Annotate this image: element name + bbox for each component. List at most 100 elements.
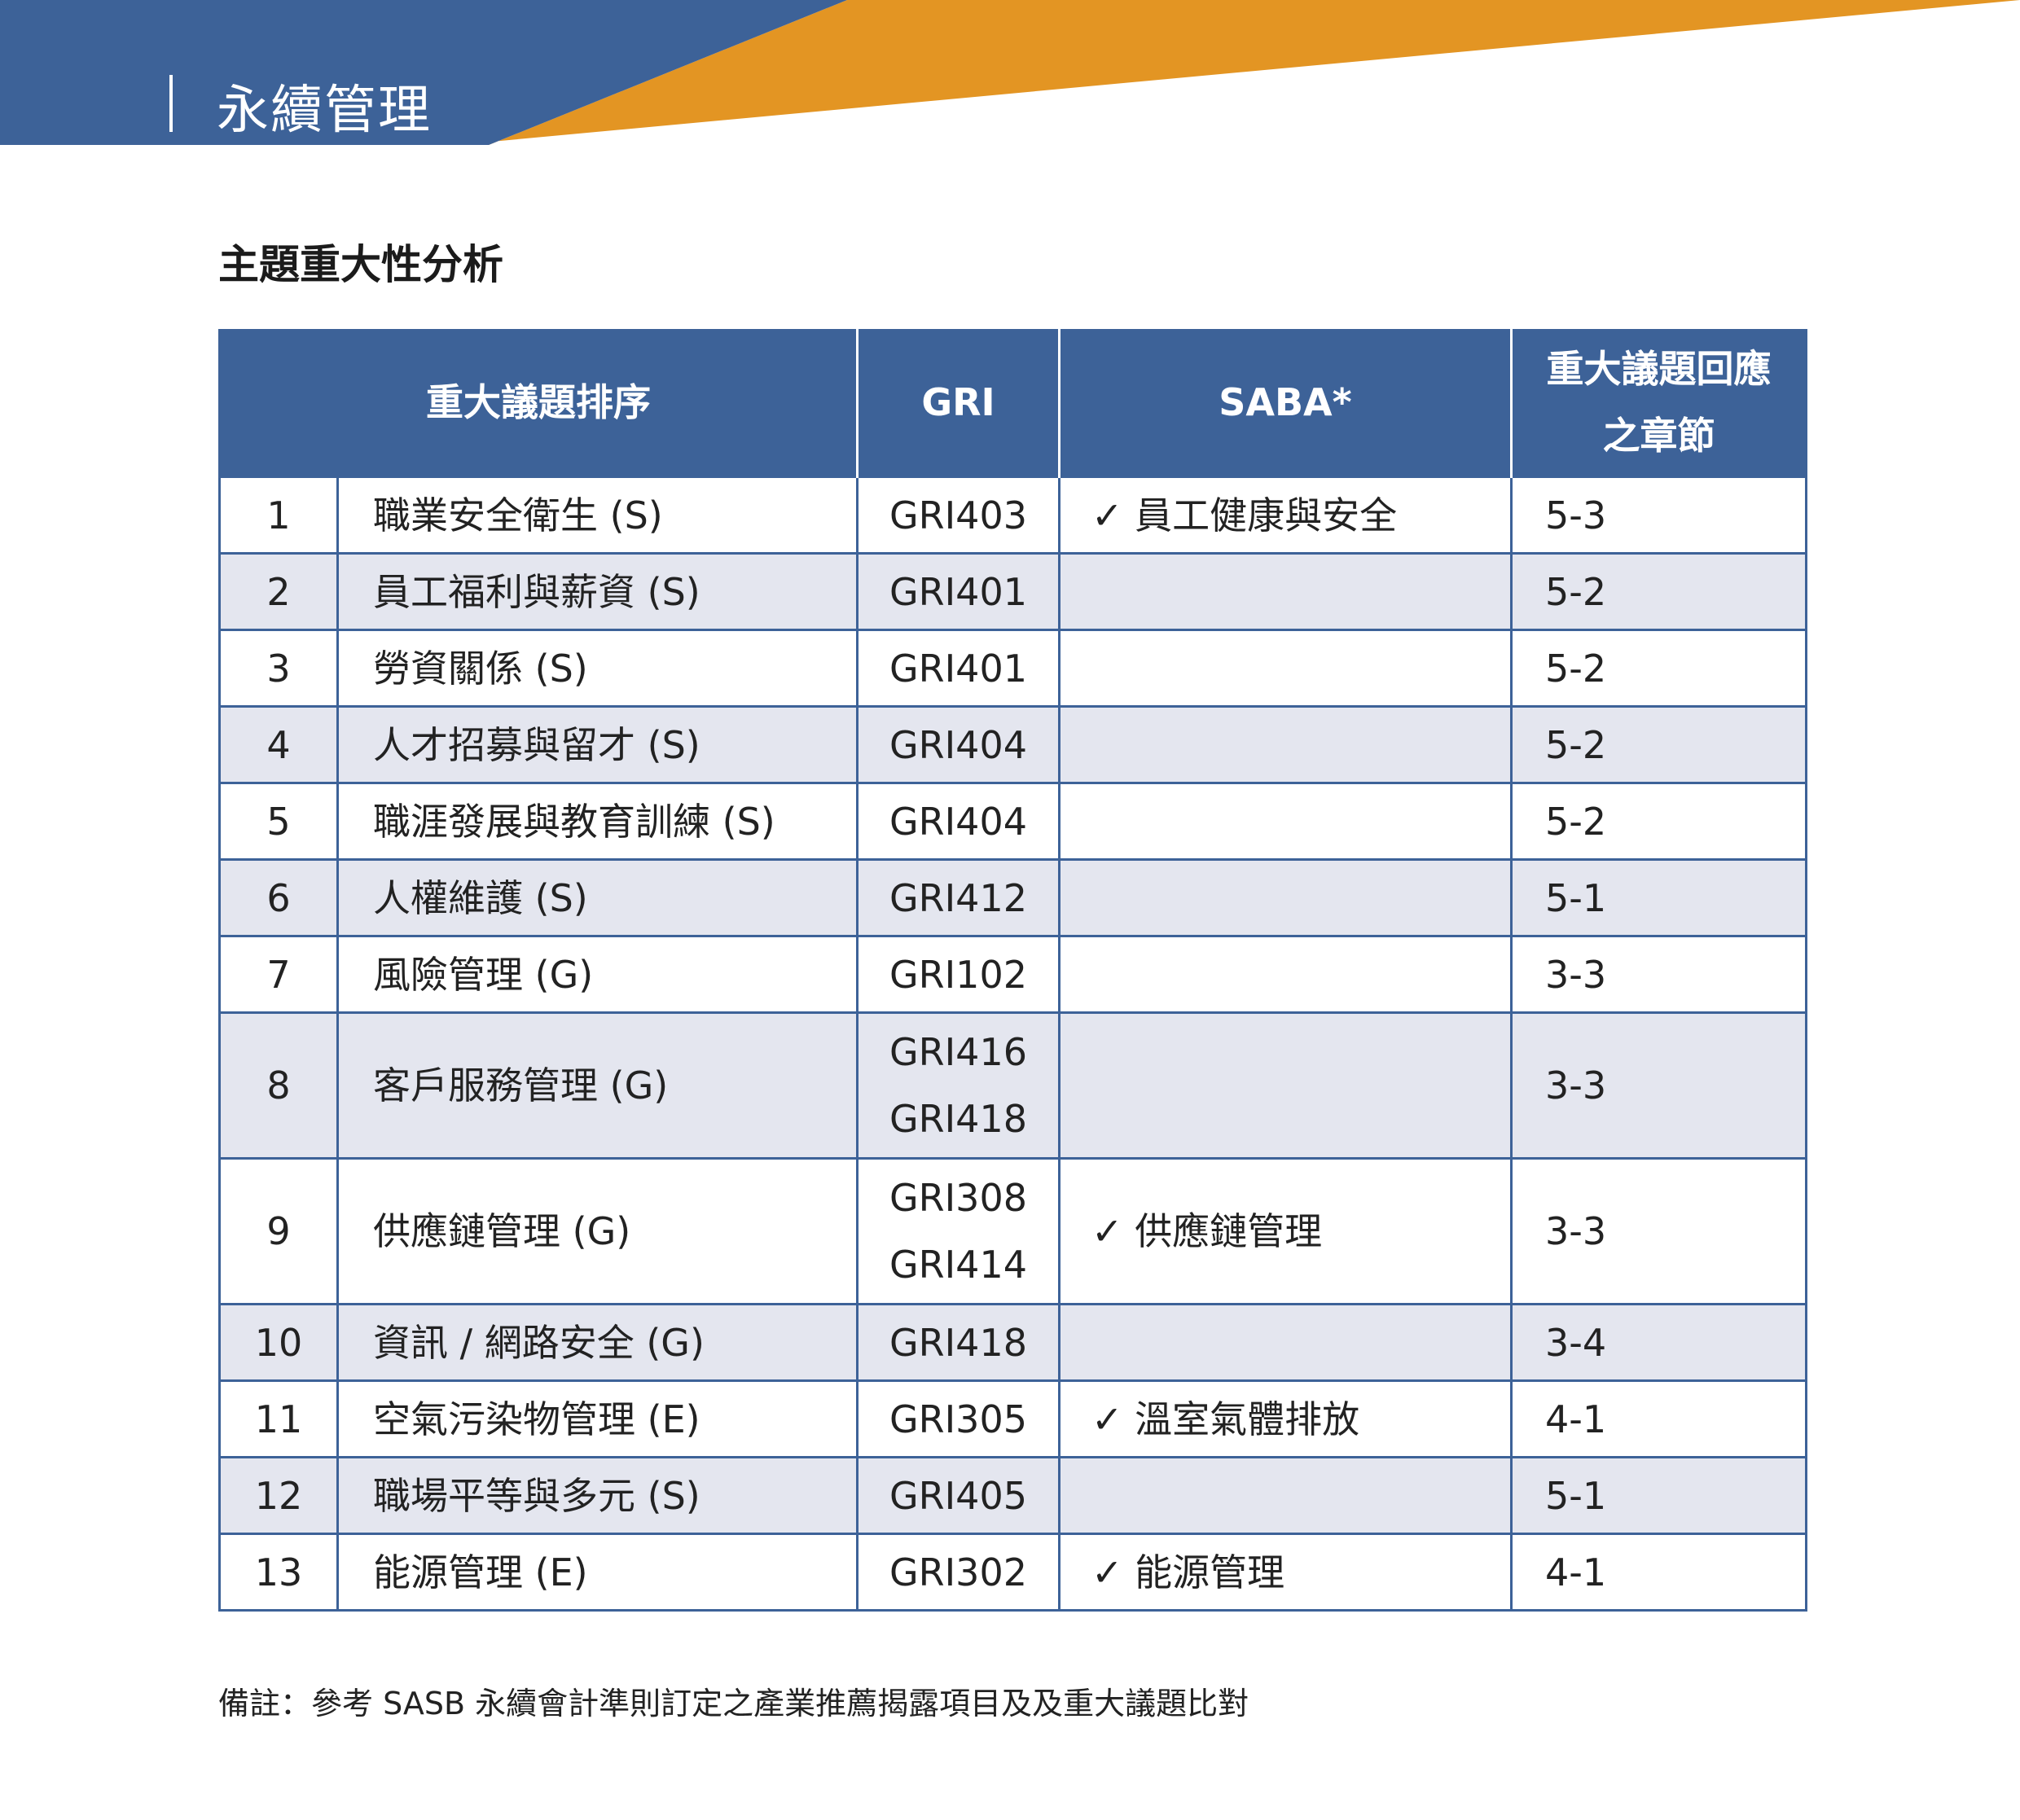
gri-code: GRI102 <box>889 952 1027 997</box>
gri-codes: GRI305 <box>856 1379 1060 1458</box>
rank-number: 3 <box>218 629 339 708</box>
gri-codes: GRI405 <box>856 1456 1060 1535</box>
rank-number: 5 <box>218 782 339 861</box>
table-row: 9 供應鏈管理 (G) GRI308 GRI414 ✓ 供應鏈管理 3-3 <box>218 1157 1807 1305</box>
table-header-row: 重大議題排序 GRI SABA* 重大議題回應 之章節 <box>218 329 1807 477</box>
response-chapter: 5-2 <box>1510 705 1807 784</box>
footnote: 備註：參考 SASB 永續會計準則訂定之產業推薦揭露項目及及重大議題比對 <box>218 1686 1249 1721</box>
response-chapter: 4-1 <box>1510 1533 1807 1612</box>
topic-name: 職涯發展與教育訓練 (S) <box>336 782 858 861</box>
topic-name: 能源管理 (E) <box>336 1533 858 1612</box>
saba-item <box>1058 858 1513 937</box>
topic-name: 職場平等與多元 (S) <box>336 1456 858 1535</box>
gri-code: GRI305 <box>889 1397 1027 1441</box>
gri-codes: GRI418 <box>856 1303 1060 1382</box>
header-gri: GRI <box>856 329 1060 477</box>
saba-item <box>1058 1303 1513 1382</box>
banner-orange-stripe <box>456 0 2020 145</box>
table-row: 3 勞資關係 (S) GRI401 5-2 <box>218 629 1807 708</box>
gri-code: GRI308 <box>889 1176 1027 1220</box>
gri-codes: GRI404 <box>856 705 1060 784</box>
gri-codes: GRI102 <box>856 935 1060 1014</box>
header-chapter-line1: 重大議題回應 <box>1546 347 1772 391</box>
rank-number: 9 <box>218 1157 339 1305</box>
saba-item: ✓ 供應鏈管理 <box>1058 1157 1513 1305</box>
response-chapter: 5-2 <box>1510 782 1807 861</box>
gri-codes: GRI302 <box>856 1533 1060 1612</box>
gri-codes: GRI308 GRI414 <box>856 1157 1060 1305</box>
saba-item <box>1058 782 1513 861</box>
response-chapter: 5-2 <box>1510 629 1807 708</box>
response-chapter: 5-1 <box>1510 1456 1807 1535</box>
response-chapter: 3-3 <box>1510 1157 1807 1305</box>
topic-name: 人權維護 (S) <box>336 858 858 937</box>
chapter-marker <box>169 75 173 132</box>
saba-item <box>1058 552 1513 631</box>
table-row: 2 員工福利與薪資 (S) GRI401 5-2 <box>218 552 1807 631</box>
topic-name: 資訊 / 網路安全 (G) <box>336 1303 858 1382</box>
response-chapter: 5-2 <box>1510 552 1807 631</box>
response-chapter: 3-4 <box>1510 1303 1807 1382</box>
table-row: 1 職業安全衛生 (S) GRI403 ✓ 員工健康與安全 5-3 <box>218 476 1807 555</box>
header-chapter-line2: 之章節 <box>1602 414 1715 458</box>
gri-code: GRI414 <box>889 1243 1027 1287</box>
topic-name: 客戶服務管理 (G) <box>336 1011 858 1160</box>
rank-number: 7 <box>218 935 339 1014</box>
topic-name: 職業安全衛生 (S) <box>336 476 858 555</box>
header-saba: SABA* <box>1058 329 1513 477</box>
rank-number: 12 <box>218 1456 339 1535</box>
gri-code: GRI404 <box>889 799 1027 844</box>
gri-code: GRI416 <box>889 1030 1027 1074</box>
saba-item <box>1058 935 1513 1014</box>
response-chapter: 4-1 <box>1510 1379 1807 1458</box>
saba-item: ✓ 能源管理 <box>1058 1533 1513 1612</box>
gri-code: GRI401 <box>889 569 1027 614</box>
saba-item: ✓ 溫室氣體排放 <box>1058 1379 1513 1458</box>
table-row: 13 能源管理 (E) GRI302 ✓ 能源管理 4-1 <box>218 1533 1807 1612</box>
topic-name: 風險管理 (G) <box>336 935 858 1014</box>
topic-name: 人才招募與留才 (S) <box>336 705 858 784</box>
saba-item <box>1058 1011 1513 1160</box>
gri-code: GRI412 <box>889 875 1027 920</box>
table-body: 1 職業安全衛生 (S) GRI403 ✓ 員工健康與安全 5-3 2 員工福利與薪資 (S… <box>218 476 1807 1612</box>
gri-code: GRI401 <box>889 646 1027 691</box>
table-row: 6 人權維護 (S) GRI412 5-1 <box>218 858 1807 937</box>
rank-number: 11 <box>218 1379 339 1458</box>
topic-name: 員工福利與薪資 (S) <box>336 552 858 631</box>
section-title: 主題重大性分析 <box>218 241 503 288</box>
rank-number: 6 <box>218 858 339 937</box>
gri-codes: GRI412 <box>856 858 1060 937</box>
table-row: 11 空氣污染物管理 (E) GRI305 ✓ 溫室氣體排放 4-1 <box>218 1379 1807 1458</box>
gri-code: GRI404 <box>889 722 1027 767</box>
table-row: 7 風險管理 (G) GRI102 3-3 <box>218 935 1807 1014</box>
gri-code: GRI302 <box>889 1550 1027 1594</box>
rank-number: 13 <box>218 1533 339 1612</box>
table-row: 4 人才招募與留才 (S) GRI404 5-2 <box>218 705 1807 784</box>
saba-item <box>1058 629 1513 708</box>
gri-codes: GRI416 GRI418 <box>856 1011 1060 1160</box>
gri-code: GRI405 <box>889 1473 1027 1518</box>
rank-number: 8 <box>218 1011 339 1160</box>
table-row: 12 職場平等與多元 (S) GRI405 5-1 <box>218 1456 1807 1535</box>
chapter-title: 永續管理 <box>217 81 432 141</box>
gri-codes: GRI401 <box>856 552 1060 631</box>
response-chapter: 5-1 <box>1510 858 1807 937</box>
response-chapter: 5-3 <box>1510 476 1807 555</box>
gri-code: GRI403 <box>889 493 1027 537</box>
rank-number: 10 <box>218 1303 339 1382</box>
table-row: 8 客戶服務管理 (G) GRI416 GRI418 3-3 <box>218 1011 1807 1160</box>
header-issue-ranking: 重大議題排序 <box>218 329 858 477</box>
gri-code: GRI418 <box>889 1320 1027 1365</box>
header-chapter: 重大議題回應 之章節 <box>1510 329 1807 477</box>
rank-number: 4 <box>218 705 339 784</box>
table-row: 10 資訊 / 網路安全 (G) GRI418 3-4 <box>218 1303 1807 1382</box>
gri-code: GRI418 <box>889 1097 1027 1141</box>
response-chapter: 3-3 <box>1510 1011 1807 1160</box>
banner-blue-block <box>0 0 847 145</box>
rank-number: 2 <box>218 552 339 631</box>
gri-codes: GRI404 <box>856 782 1060 861</box>
gri-codes: GRI403 <box>856 476 1060 555</box>
saba-item: ✓ 員工健康與安全 <box>1058 476 1513 555</box>
topic-name: 空氣污染物管理 (E) <box>336 1379 858 1458</box>
response-chapter: 3-3 <box>1510 935 1807 1014</box>
